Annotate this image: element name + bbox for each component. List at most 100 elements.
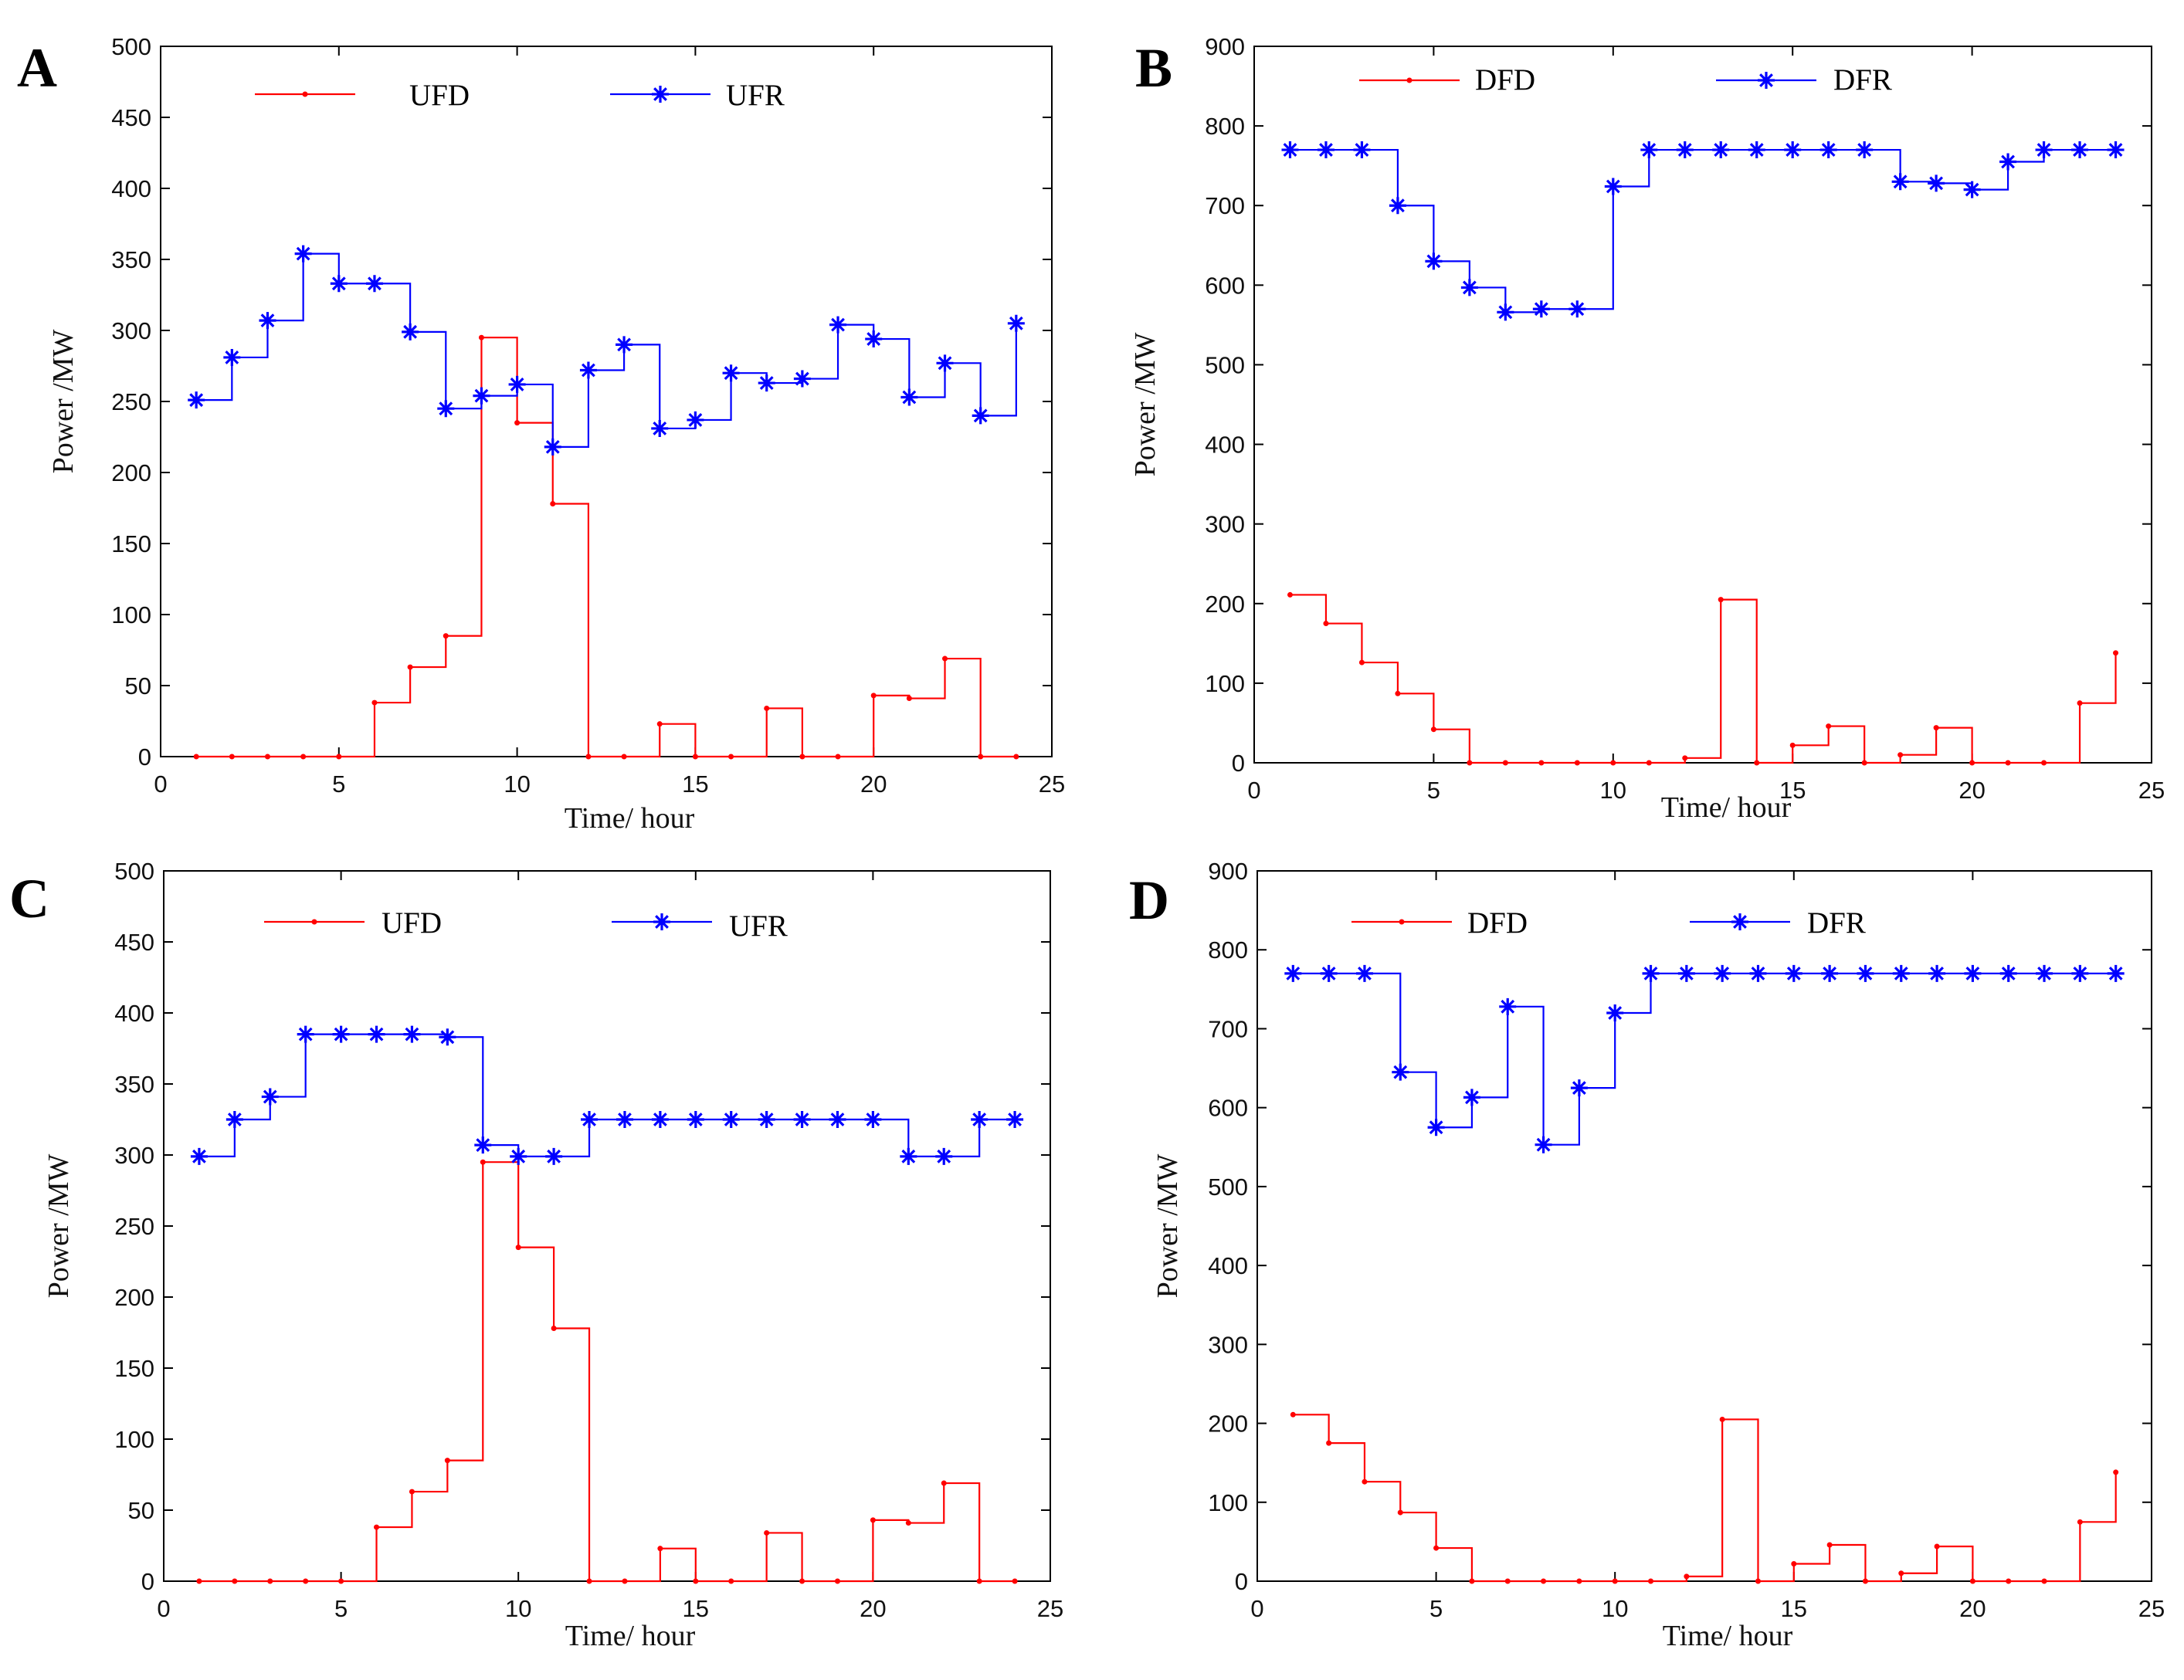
series-ufd-point: [799, 754, 805, 760]
y-tick-label: 300: [111, 317, 151, 344]
x-tick-label: 5: [334, 1595, 348, 1622]
y-tick-label: 100: [1205, 670, 1245, 697]
series-dfd-point: [1684, 1573, 1690, 1580]
series-ufr-point: [829, 1111, 846, 1128]
series-dfr-point: [1281, 141, 1299, 159]
series-dfr-point: [1320, 964, 1338, 982]
y-tick-label: 500: [1208, 1174, 1248, 1201]
y-axis-label: Power /MW: [1129, 332, 1162, 476]
series-dfr-point: [1892, 964, 1910, 982]
series-ufd-point: [657, 1546, 663, 1552]
y-tick-label: 100: [111, 601, 151, 628]
legend-ufr-label: UFR: [729, 909, 788, 943]
y-axis-label: Power /MW: [47, 329, 80, 473]
y-tick-label: 250: [114, 1213, 154, 1240]
series-ufd-point: [232, 1578, 238, 1584]
panel-a: A0 5 10 15 20 2505010015020025030035040045050…: [17, 33, 1065, 835]
legend-dfr-marker: [1731, 913, 1748, 930]
series-dfd-point: [1395, 690, 1401, 696]
y-tick-label: 100: [1208, 1489, 1248, 1516]
legend-ufr-marker: [653, 913, 670, 930]
y-tick-label: 450: [111, 104, 151, 131]
series-dfr-point: [1964, 964, 1982, 982]
series-dfr-point: [2107, 141, 2125, 159]
series-dfd-point: [1290, 1411, 1296, 1418]
series-ufr-point: [473, 387, 490, 405]
y-tick-label: 800: [1208, 937, 1248, 964]
series-ufr-line: [198, 1033, 1016, 1157]
y-tick-label: 300: [1205, 511, 1245, 538]
legend-dfr-label: DFR: [1807, 906, 1866, 940]
series-dfr-point: [1317, 141, 1334, 159]
series-ufd-point: [264, 754, 270, 760]
panel-d: D 0 5 10 15 20 25 0 100 200 300 400 500 600 700 800 900 T…: [1129, 858, 2165, 1652]
series-ufd-point: [621, 754, 627, 760]
series-ufd-point: [942, 655, 948, 662]
series-dfd-point: [1358, 659, 1365, 666]
y-tick-label: 400: [111, 175, 151, 202]
y-tick-label: 400: [114, 1000, 154, 1027]
series-ufd-point: [300, 754, 307, 760]
series-dfd-point: [1576, 1578, 1582, 1584]
y-tick-label: 350: [111, 246, 151, 273]
series-ufr-point: [190, 1147, 208, 1165]
series-dfd-point: [2113, 1469, 2119, 1475]
series-dfr-point: [2107, 964, 2125, 982]
legend-ufd-marker: [311, 919, 317, 925]
series-ufr-point: [402, 323, 419, 340]
y-tick-label: 800: [1205, 113, 1245, 140]
x-tick-label: 0: [157, 1595, 170, 1622]
y-tick-label: 500: [114, 858, 154, 885]
y-tick-label: 200: [1208, 1411, 1248, 1438]
series-ufr-point: [793, 370, 811, 388]
panel-b: B 0 5 10 15 20 25 0 100 200 300 400 500 600 700 800 900 T…: [1129, 33, 2165, 824]
series-dfr-point: [2071, 964, 2089, 982]
series-dfd-point: [1362, 1478, 1368, 1485]
series-ufr-point: [687, 411, 704, 428]
series-dfr-point: [1999, 153, 2017, 171]
series-dfr-point: [1355, 964, 1373, 982]
y-tick-label: 300: [114, 1142, 154, 1169]
legend-dfr-marker: [1758, 72, 1775, 89]
series-dfd-point: [1791, 1561, 1797, 1567]
series-ufd-point: [409, 1489, 415, 1495]
series-dfd-point: [2041, 1578, 2047, 1584]
series-dfd-point: [1612, 1578, 1618, 1584]
series-ufd-point: [338, 1578, 344, 1584]
series-ufr-point: [971, 1111, 989, 1128]
series-ufd-point: [656, 721, 663, 727]
series-dfr-point: [1748, 141, 1765, 159]
series-dfr-point: [1856, 141, 1874, 159]
series-ufd-point: [586, 1578, 592, 1584]
series-ufr-point: [936, 354, 954, 372]
y-tick-label: 700: [1205, 192, 1245, 219]
series-dfr-point: [1606, 1004, 1624, 1021]
y-tick-label: 700: [1208, 1015, 1248, 1042]
x-tick-label: 15: [682, 771, 708, 798]
series-dfr-point: [2071, 141, 2089, 159]
series-ufr-point: [544, 438, 561, 456]
series-dfd-point: [1718, 597, 1724, 603]
series-ufd-point: [444, 1458, 450, 1464]
y-tick-label: 900: [1208, 858, 1248, 885]
series-ufr-point: [261, 1088, 279, 1106]
y-tick-label: 600: [1208, 1095, 1248, 1122]
series-ufd-point: [371, 699, 378, 706]
y-axis-label: Power /MW: [1151, 1153, 1184, 1298]
series-ufd-point: [480, 1159, 486, 1165]
x-tick-label: 20: [860, 771, 887, 798]
x-axis-label: Time/ hour: [1661, 791, 1792, 824]
series-dfd-point: [1502, 760, 1508, 766]
series-ufr-point: [365, 275, 383, 293]
series-dfr-point: [1963, 181, 1981, 198]
series-ufd-point: [193, 754, 199, 760]
series-ufd-point: [693, 1578, 699, 1584]
series-ufd-point: [336, 754, 342, 760]
series-ufr-point: [900, 388, 918, 406]
y-tick-label: 450: [114, 929, 154, 956]
series-ufr-point: [188, 391, 205, 409]
series-dfd-point: [1433, 1545, 1440, 1551]
series-dfr-point: [1999, 964, 2017, 982]
plot-frame: [163, 870, 1051, 1582]
